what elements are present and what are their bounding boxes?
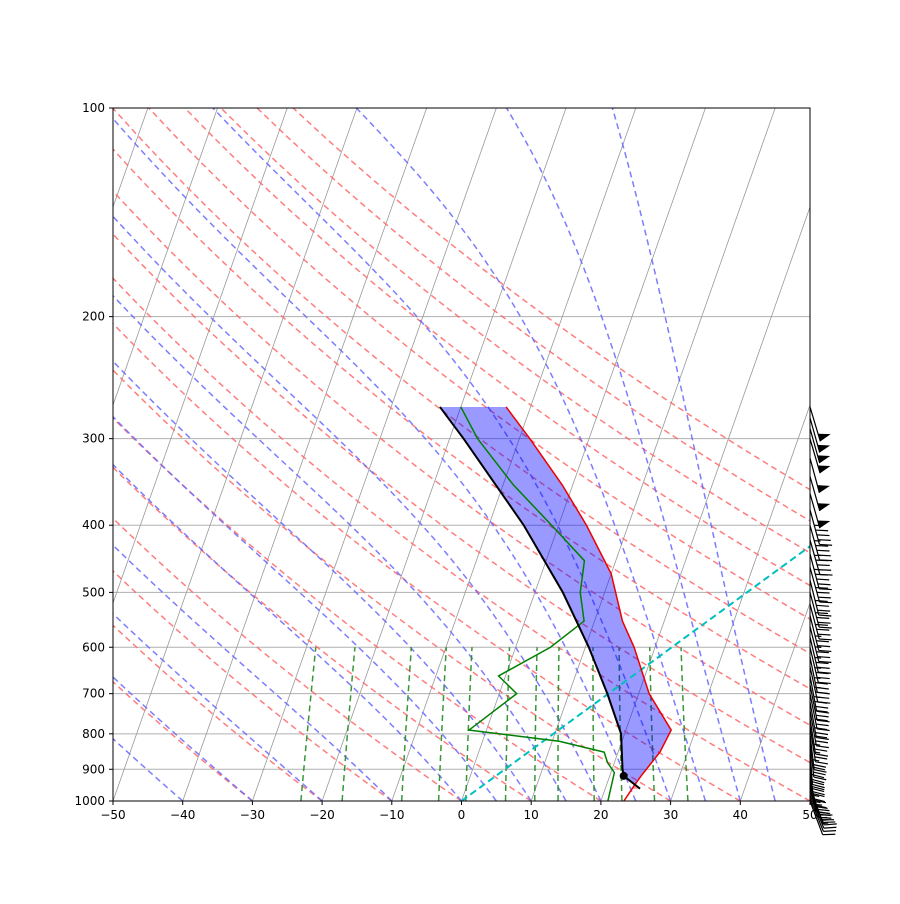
dry-adiabat (0, 108, 392, 801)
isotherm (810, 108, 900, 801)
moist-adiabat (0, 108, 392, 801)
x-tick-label: 40 (733, 808, 748, 822)
dry-adiabat (0, 108, 462, 801)
moist-adiabat (0, 108, 322, 801)
y-tick-label: 1000 (74, 794, 105, 808)
wind-barb (810, 626, 831, 662)
x-tick-label: 50 (802, 808, 817, 822)
mixing-ratio-line (342, 647, 355, 801)
y-tick-label: 100 (82, 101, 105, 115)
x-tick-label: 0 (458, 808, 466, 822)
wind-barb (810, 637, 831, 673)
x-tick-label: 30 (663, 808, 678, 822)
moist-adiabat (0, 108, 496, 801)
isotherm (531, 108, 775, 801)
x-tick-label: −20 (309, 808, 334, 822)
moist-adiabat (213, 108, 671, 801)
dry-adiabat (0, 108, 322, 801)
moist-adiabat (104, 108, 636, 801)
y-tick-label: 600 (82, 640, 105, 654)
wind-barbs (810, 407, 837, 835)
lcl-marker (620, 772, 628, 780)
x-tick-label: −50 (100, 808, 125, 822)
x-tick-label: −30 (240, 808, 265, 822)
background-lines (0, 108, 900, 801)
isotherm (671, 108, 900, 801)
moist-adiabat (0, 108, 252, 801)
isotherm (252, 108, 496, 801)
dry-adiabat (0, 108, 252, 801)
mixing-ratio-line (535, 647, 537, 801)
y-tick-label: 900 (82, 762, 105, 776)
wind-barb (810, 554, 832, 590)
isotherm (0, 108, 218, 801)
y-tick-label: 800 (82, 727, 105, 741)
wind-barb (810, 510, 832, 545)
isotherm (880, 108, 900, 801)
cin-area (440, 407, 671, 784)
moist-adiabat (0, 108, 461, 801)
y-tick-label: 300 (82, 432, 105, 446)
y-tick-label: 700 (82, 687, 105, 701)
plot-frame (113, 108, 810, 801)
isotherm (0, 108, 78, 801)
dry-adiabat (4, 108, 879, 801)
y-tick-label: 400 (82, 518, 105, 532)
y-tick-label: 200 (82, 310, 105, 324)
dry-adiabat (293, 108, 900, 801)
wind-barb (810, 407, 831, 441)
isotherm (183, 108, 427, 801)
dry-adiabat (0, 108, 810, 801)
x-tick-label: −40 (170, 808, 195, 822)
dry-adiabat (221, 108, 900, 801)
x-tick-label: 20 (593, 808, 608, 822)
mixing-ratio-line (301, 647, 316, 801)
mixing-ratio-line (402, 647, 412, 801)
isotherm (0, 108, 148, 801)
wind-barb (810, 616, 831, 652)
x-tick-label: −10 (379, 808, 404, 822)
y-tick-label: 500 (82, 585, 105, 599)
x-tick-label: 10 (524, 808, 539, 822)
isotherm (0, 108, 8, 801)
dry-adiabat (257, 108, 900, 801)
mixing-ratio-line (439, 647, 447, 801)
